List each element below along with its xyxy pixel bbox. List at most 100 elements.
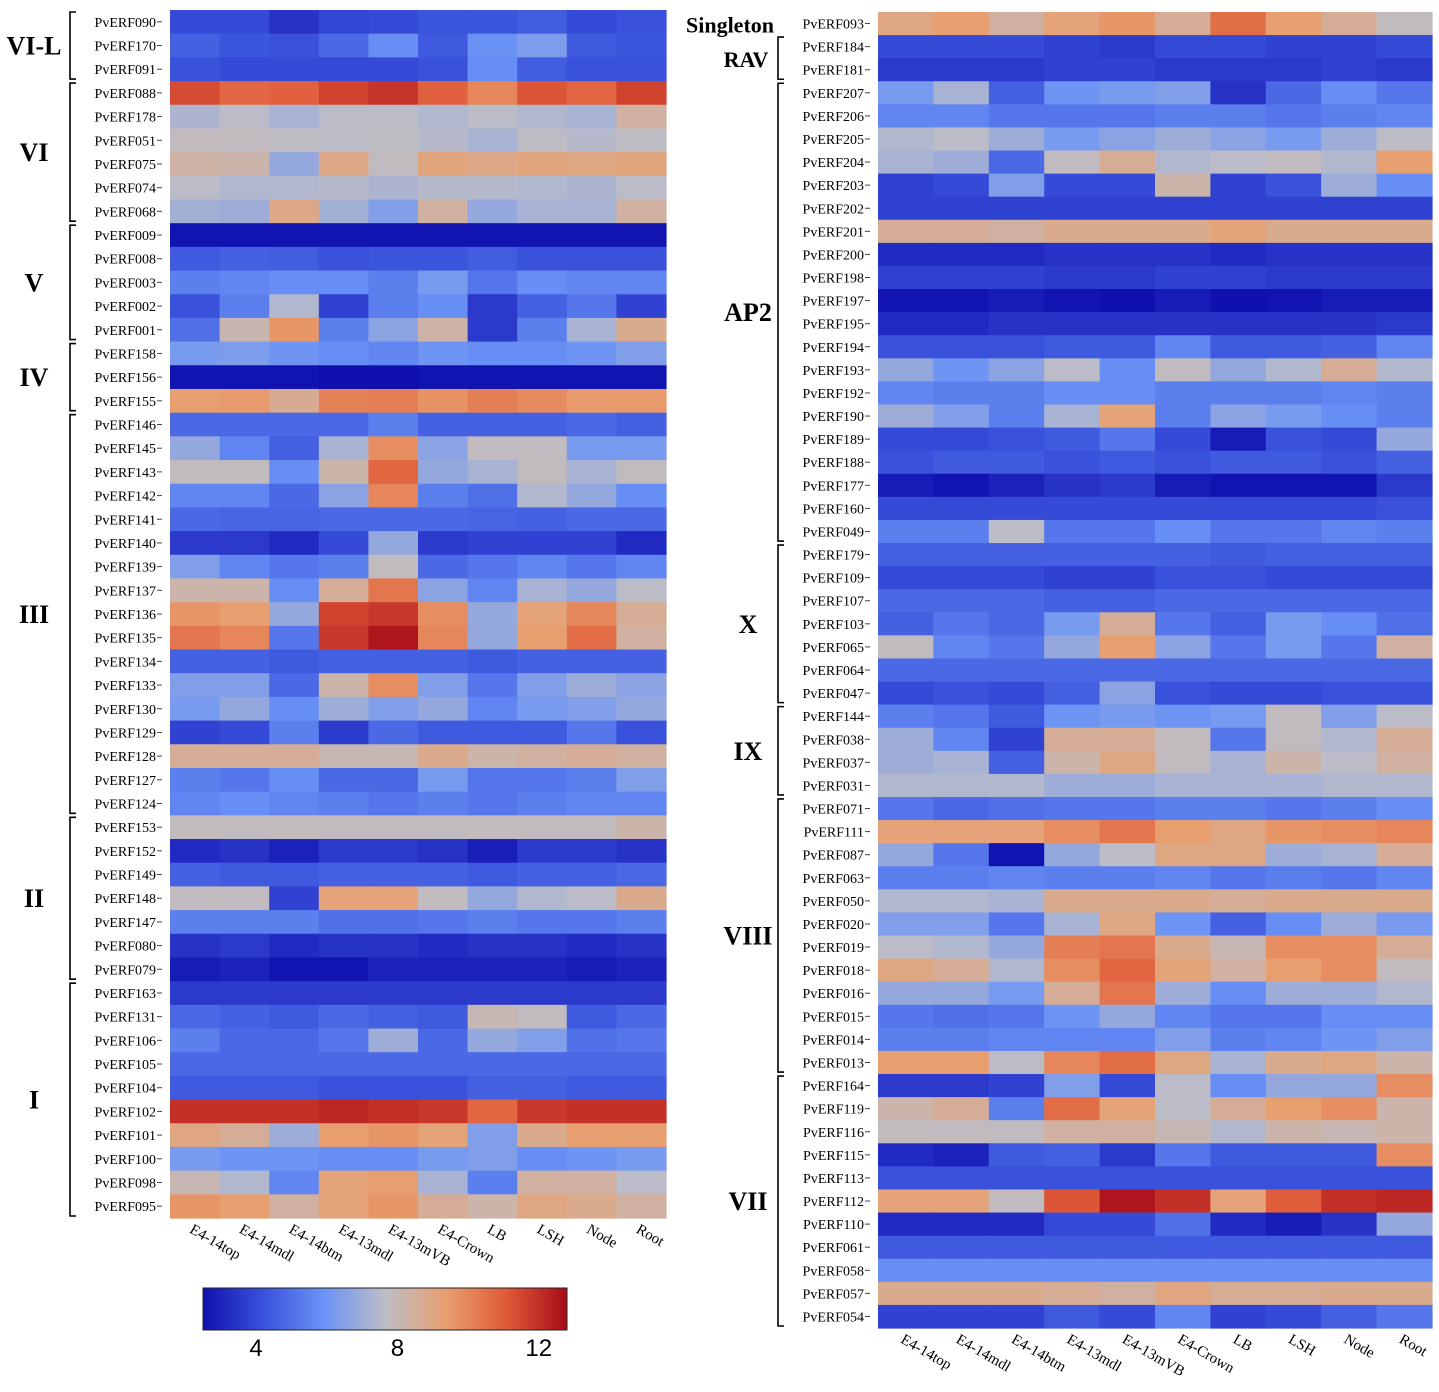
heatmap-cell xyxy=(1265,58,1322,82)
heatmap-cell xyxy=(418,317,469,343)
heatmap-cell xyxy=(269,1099,320,1124)
row-label: PvERF115 xyxy=(803,1149,864,1164)
heatmap-cell xyxy=(566,578,617,603)
heatmap-cell xyxy=(318,673,369,698)
heatmap-cell xyxy=(1210,1258,1267,1283)
heatmap-cell xyxy=(566,388,617,414)
heatmap-cell xyxy=(1265,496,1322,521)
heatmap-cell xyxy=(878,104,934,129)
heatmap-cell xyxy=(368,531,419,556)
heatmap-cell xyxy=(933,1097,990,1121)
heatmap-cell xyxy=(467,767,518,793)
heatmap-cell xyxy=(368,839,419,864)
heatmap-cell xyxy=(616,720,667,745)
heatmap-cell xyxy=(1265,450,1322,475)
heatmap-cell xyxy=(1044,1120,1101,1144)
heatmap-cell xyxy=(219,483,270,509)
heatmap-cell xyxy=(1265,12,1322,36)
heatmap-cell xyxy=(1099,866,1156,890)
heatmap-cell xyxy=(1044,589,1101,613)
column-label: E4-14btm xyxy=(286,1222,346,1266)
heatmap-cell xyxy=(616,1194,667,1219)
heatmap-cell xyxy=(517,33,568,58)
heatmap-cell xyxy=(1265,866,1322,890)
heatmap-cell xyxy=(878,820,934,844)
heatmap-cell xyxy=(1155,866,1211,890)
heatmap-cell xyxy=(269,152,320,177)
heatmap-cell xyxy=(418,696,469,722)
heatmap-cell xyxy=(1210,35,1267,59)
heatmap-cell xyxy=(878,381,934,406)
row-label: PvERF031 xyxy=(803,779,864,794)
heatmap-cell xyxy=(269,696,320,722)
heatmap-cell xyxy=(418,270,469,295)
heatmap-cell xyxy=(1376,312,1433,336)
heatmap-cell xyxy=(318,1028,369,1053)
heatmap-cell xyxy=(467,744,518,769)
heatmap-cell xyxy=(219,1099,270,1124)
heatmap-cell xyxy=(878,289,934,313)
heatmap-cell xyxy=(269,246,320,272)
heatmap-cell xyxy=(566,720,617,745)
heatmap-cell xyxy=(1099,1004,1156,1029)
heatmap-cell xyxy=(1210,1050,1267,1075)
heatmap-cell xyxy=(219,957,270,982)
heatmap-cell xyxy=(1099,820,1156,844)
heatmap-cell xyxy=(988,589,1045,613)
heatmap-cell xyxy=(933,889,990,914)
heatmap-cell xyxy=(1210,381,1267,406)
heatmap-cell xyxy=(988,981,1045,1006)
heatmap-cell xyxy=(1321,12,1378,36)
heatmap-cell xyxy=(1321,127,1378,152)
heatmap-cell xyxy=(1044,612,1101,636)
heatmap-cell xyxy=(467,791,518,816)
heatmap-cell xyxy=(368,1028,419,1053)
heatmap-cell xyxy=(878,1004,934,1029)
heatmap-cell xyxy=(368,957,419,982)
heatmap-cell xyxy=(1376,381,1433,406)
heatmap-cell xyxy=(467,578,518,603)
heatmap-cell xyxy=(269,767,320,793)
heatmap-cell xyxy=(1321,750,1378,775)
heatmap-cell xyxy=(1210,312,1267,336)
heatmap-cell xyxy=(1044,1235,1101,1260)
row-label: PvERF141 xyxy=(95,513,156,528)
heatmap-cell xyxy=(1044,912,1101,937)
heatmap-cell xyxy=(616,839,667,864)
heatmap-cell xyxy=(933,473,990,498)
heatmap-cell xyxy=(1044,1258,1101,1283)
heatmap-cell xyxy=(269,507,320,532)
heatmap-cell xyxy=(269,341,320,366)
heatmap-cell xyxy=(1321,773,1378,798)
heatmap-cell xyxy=(517,294,568,319)
heatmap-cell xyxy=(988,312,1045,336)
heatmap-cell xyxy=(269,175,320,201)
heatmap-cell xyxy=(269,1052,320,1077)
heatmap-cell xyxy=(467,128,518,153)
heatmap-cell xyxy=(1210,635,1267,660)
heatmap-cell xyxy=(170,1052,221,1077)
heatmap-cell xyxy=(878,1258,934,1283)
heatmap-cell xyxy=(1265,981,1322,1006)
heatmap-cell xyxy=(1155,612,1211,636)
heatmap-cell xyxy=(988,866,1045,890)
heatmap-cell xyxy=(1210,1004,1267,1029)
row-label: PvERF018 xyxy=(803,964,864,979)
heatmap-cell xyxy=(1155,1074,1211,1098)
heatmap-cell xyxy=(1321,727,1378,752)
heatmap-cell xyxy=(170,1170,221,1195)
heatmap-cell xyxy=(318,957,369,982)
heatmap-cell xyxy=(616,341,667,366)
heatmap-cell xyxy=(988,635,1045,660)
heatmap-cell xyxy=(1265,265,1322,290)
heatmap-cell xyxy=(219,625,270,651)
heatmap-cell xyxy=(988,1120,1045,1144)
heatmap-cell xyxy=(1321,81,1378,105)
heatmap-cell xyxy=(1099,1143,1156,1167)
heatmap-cell xyxy=(616,507,667,532)
row-label: PvERF127 xyxy=(95,774,156,789)
heatmap-cell xyxy=(1099,496,1156,521)
heatmap-cell xyxy=(517,910,568,935)
row-label: PvERF152 xyxy=(95,845,156,860)
heatmap-cell xyxy=(269,365,320,390)
